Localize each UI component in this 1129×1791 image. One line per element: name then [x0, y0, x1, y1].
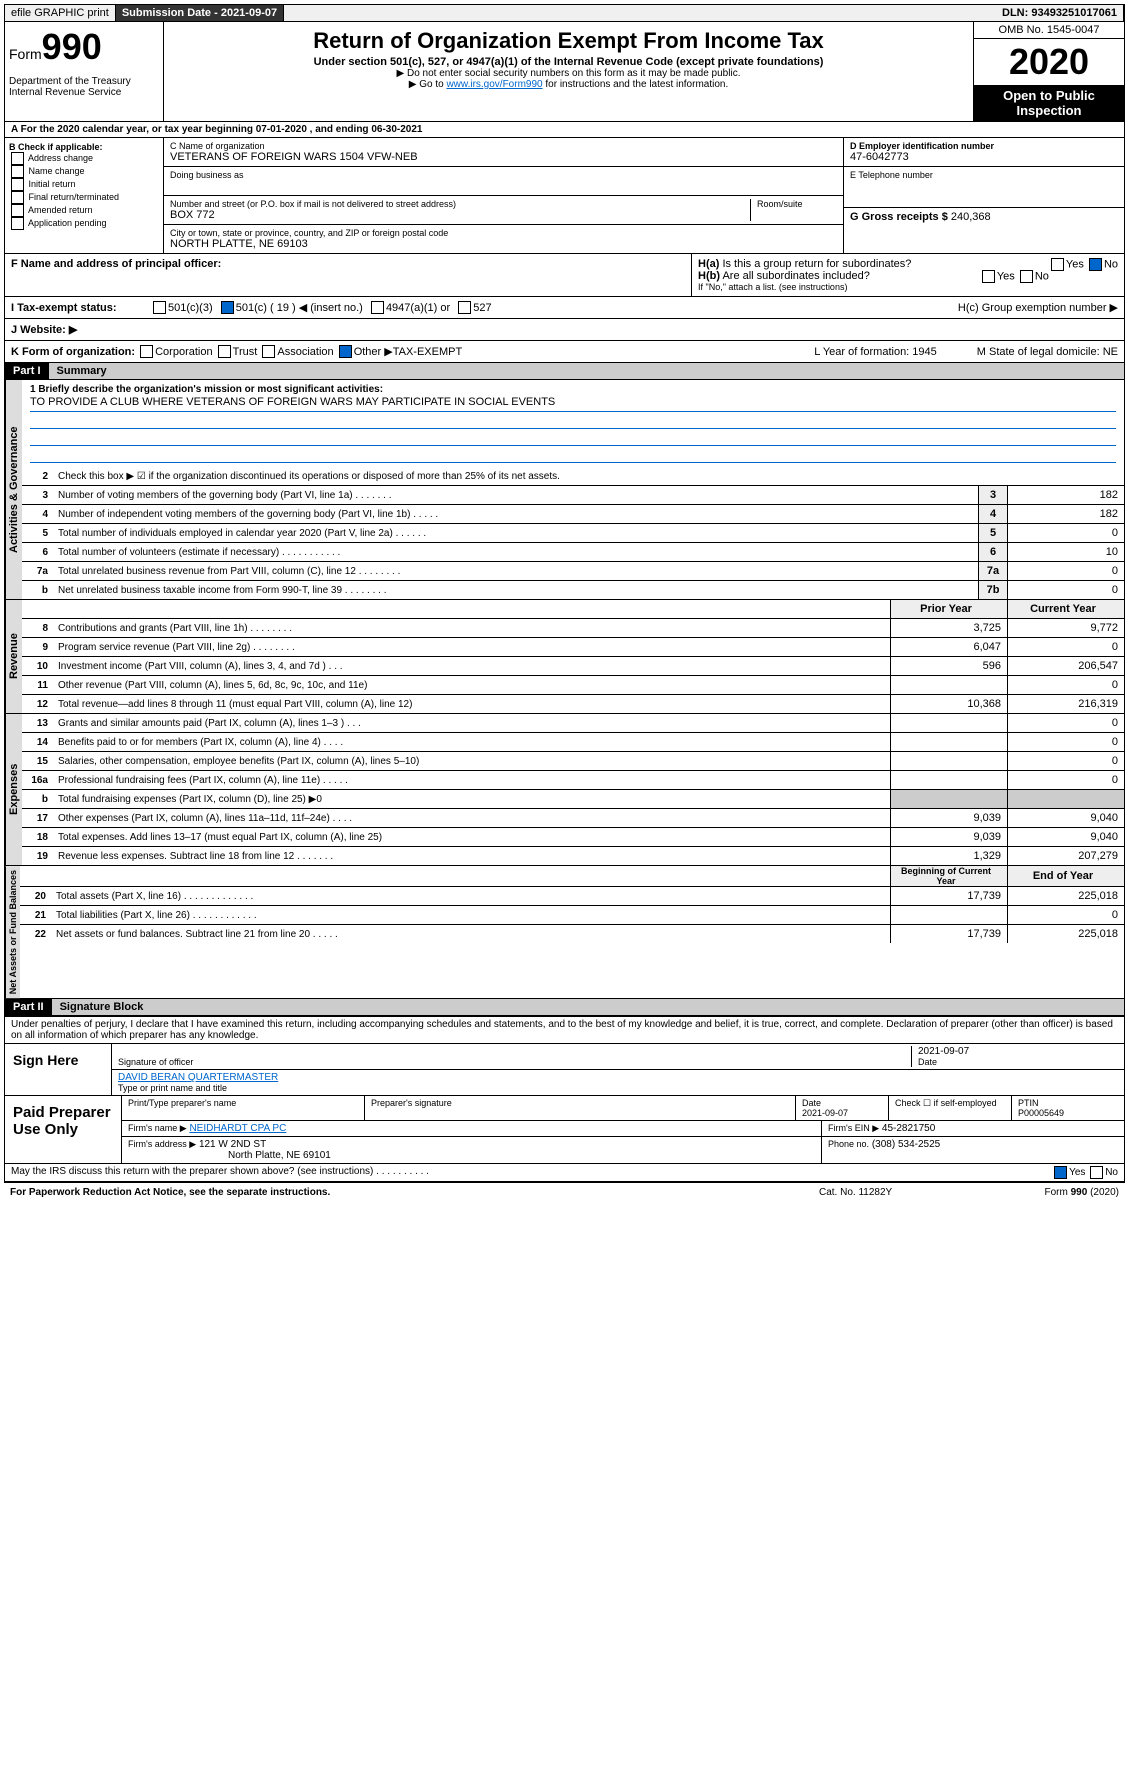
omb-number: OMB No. 1545-0047 [974, 22, 1124, 39]
check-option[interactable]: Amended return [9, 204, 159, 217]
signature-section: Under penalties of perjury, I declare th… [4, 1016, 1125, 1164]
part1-netassets: Net Assets or Fund Balances Beginning of… [4, 866, 1125, 999]
officer-name: DAVID BERAN QUARTERMASTER [118, 1072, 1118, 1083]
paid-preparer-label: Paid Preparer Use Only [5, 1096, 122, 1163]
col-b-check: B Check if applicable: Address change Na… [5, 138, 164, 253]
check-option[interactable]: Final return/terminated [9, 191, 159, 204]
gov-line: 6Total number of volunteers (estimate if… [22, 543, 1124, 562]
check-option[interactable]: Name change [9, 165, 159, 178]
gross-value: 240,368 [951, 211, 991, 223]
form-header: Form990 Department of the Treasury Inter… [4, 22, 1125, 122]
rev-line: 9Program service revenue (Part VIII, lin… [22, 638, 1124, 657]
sign-here-label: Sign Here [5, 1044, 112, 1095]
exp-line: 14Benefits paid to or for members (Part … [22, 733, 1124, 752]
dept-label: Department of the Treasury Internal Reve… [9, 76, 159, 98]
gov-line: 5Total number of individuals employed in… [22, 524, 1124, 543]
check-option[interactable]: Application pending [9, 217, 159, 230]
form-subtitle: Under section 501(c), 527, or 4947(a)(1)… [168, 56, 969, 68]
vert-netassets: Net Assets or Fund Balances [5, 866, 20, 998]
net-line: 22Net assets or fund balances. Subtract … [20, 925, 1124, 943]
exp-line: bTotal fundraising expenses (Part IX, co… [22, 790, 1124, 809]
tax-status-row: I Tax-exempt status: 501(c)(3) 501(c) ( … [4, 297, 1125, 319]
gov-line: 7aTotal unrelated business revenue from … [22, 562, 1124, 581]
line2: Check this box ▶ ☑ if the organization d… [54, 470, 1124, 483]
vert-revenue: Revenue [5, 600, 22, 713]
org-name: VETERANS OF FOREIGN WARS 1504 VFW-NEB [170, 151, 837, 163]
exp-line: 13Grants and similar amounts paid (Part … [22, 714, 1124, 733]
room-label: Room/suite [757, 199, 837, 209]
tax-year-big: 2020 [974, 39, 1124, 86]
top-bar: efile GRAPHIC print Submission Date - 20… [4, 4, 1125, 22]
gov-line: bNet unrelated business taxable income f… [22, 581, 1124, 599]
dba-label: Doing business as [170, 170, 837, 180]
exp-line: 19Revenue less expenses. Subtract line 1… [22, 847, 1124, 865]
website-row: J Website: ▶ [4, 319, 1125, 341]
open-public-label: Open to Public Inspection [974, 86, 1124, 121]
city-value: NORTH PLATTE, NE 69103 [170, 238, 837, 250]
gross-label: G Gross receipts $ [850, 211, 948, 223]
gov-line: 4Number of independent voting members of… [22, 505, 1124, 524]
submission-date: Submission Date - 2021-09-07 [116, 5, 284, 21]
footer: For Paperwork Reduction Act Notice, see … [4, 1182, 1125, 1202]
mission-label: 1 Briefly describe the organization's mi… [30, 384, 1116, 395]
exp-line: 15Salaries, other compensation, employee… [22, 752, 1124, 771]
exp-line: 16aProfessional fundraising fees (Part I… [22, 771, 1124, 790]
h-a: H(a) Is this a group return for subordin… [698, 258, 1118, 270]
form-title: Return of Organization Exempt From Incom… [168, 28, 969, 54]
m-domicile: M State of legal domicile: NE [977, 346, 1118, 358]
part2-header: Part II Signature Block [4, 999, 1125, 1016]
f-label: F Name and address of principal officer: [11, 258, 221, 270]
gov-line: 3Number of voting members of the governi… [22, 486, 1124, 505]
h-b-note: If "No," attach a list. (see instruction… [698, 282, 1118, 292]
l-formation: L Year of formation: 1945 [814, 346, 937, 358]
mission-text: TO PROVIDE A CLUB WHERE VETERANS OF FORE… [30, 395, 1116, 412]
part1-header: Part I Summary [4, 363, 1125, 380]
city-label: City or town, state or province, country… [170, 228, 837, 238]
dln: DLN: 93493251017061 [996, 5, 1124, 21]
exp-line: 18Total expenses. Add lines 13–17 (must … [22, 828, 1124, 847]
rev-line: 10Investment income (Part VIII, column (… [22, 657, 1124, 676]
net-line: 20Total assets (Part X, line 16) . . . .… [20, 887, 1124, 906]
note-link: ▶ Go to www.irs.gov/Form990 for instruct… [168, 79, 969, 90]
part1-governance: Activities & Governance 1 Briefly descri… [4, 380, 1125, 600]
rev-line: 8Contributions and grants (Part VIII, li… [22, 619, 1124, 638]
section-identity: B Check if applicable: Address change Na… [4, 138, 1125, 254]
h-b: H(b) Are all subordinates included? Yes … [698, 270, 1118, 282]
k-row: K Form of organization: Corporation Trus… [4, 341, 1125, 363]
addr-label: Number and street (or P.O. box if mail i… [170, 199, 750, 209]
check-option[interactable]: Address change [9, 152, 159, 165]
net-line: 21Total liabilities (Part X, line 26) . … [20, 906, 1124, 925]
form-990-label: Form990 [9, 26, 159, 68]
phone-label: E Telephone number [850, 170, 1118, 180]
vert-governance: Activities & Governance [5, 380, 22, 599]
discuss-row: May the IRS discuss this return with the… [4, 1164, 1125, 1182]
efile-label: efile GRAPHIC print [5, 5, 116, 21]
declaration: Under penalties of perjury, I declare th… [5, 1017, 1124, 1043]
check-option[interactable]: Initial return [9, 178, 159, 191]
org-name-label: C Name of organization [170, 141, 837, 151]
ein-label: D Employer identification number [850, 141, 1118, 151]
addr-value: BOX 772 [170, 209, 750, 221]
vert-expenses: Expenses [5, 714, 22, 865]
exp-line: 17Other expenses (Part IX, column (A), l… [22, 809, 1124, 828]
part1-expenses: Expenses 13Grants and similar amounts pa… [4, 714, 1125, 866]
ein-value: 47-6042773 [850, 151, 1118, 163]
tax-year-row: A For the 2020 calendar year, or tax yea… [4, 122, 1125, 138]
part1-revenue: Revenue Prior YearCurrent Year 8Contribu… [4, 600, 1125, 714]
rev-line: 11Other revenue (Part VIII, column (A), … [22, 676, 1124, 695]
h-c: H(c) Group exemption number ▶ [958, 301, 1118, 314]
note-ssn: ▶ Do not enter social security numbers o… [168, 68, 969, 79]
rev-line: 12Total revenue—add lines 8 through 11 (… [22, 695, 1124, 713]
row-f-h: F Name and address of principal officer:… [4, 254, 1125, 297]
irs-link[interactable]: www.irs.gov/Form990 [446, 79, 542, 90]
